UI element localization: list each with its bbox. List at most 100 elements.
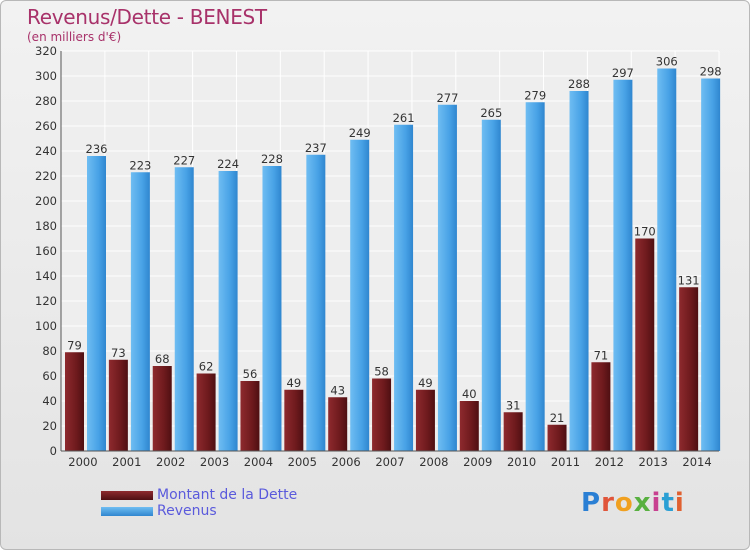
y-tick-label: 0 (50, 444, 57, 458)
revenue-value-label: 298 (700, 65, 722, 79)
y-tick-label: 240 (35, 144, 57, 158)
revenue-bar (218, 171, 238, 451)
debt-bar (328, 397, 348, 451)
chart-title: Revenus/Dette - BENEST (27, 5, 267, 29)
y-tick-label: 260 (35, 119, 57, 133)
legend-label-debt: Montant de la Dette (157, 487, 298, 503)
debt-value-label: 68 (155, 352, 170, 366)
revenue-bar (130, 172, 150, 451)
debt-value-label: 49 (418, 376, 433, 390)
revenue-bar (394, 124, 414, 451)
legend-label-revenue: Revenus (157, 503, 217, 519)
axes: 0 20 40 60 80 100 120 140 160 180 200 220 240 260 280 3… (35, 44, 719, 469)
revenue-value-label: 277 (436, 91, 458, 105)
legend-swatch-revenue (101, 507, 153, 516)
debt-bar (372, 378, 392, 451)
debt-value-label: 131 (678, 273, 700, 287)
revenue-value-label: 227 (173, 153, 195, 167)
revenue-bar (174, 167, 194, 451)
debt-value-label: 21 (550, 411, 565, 425)
chart-subtitle: (en milliers d'€) (27, 30, 122, 44)
debt-bar (65, 352, 84, 451)
debt-value-label: 56 (243, 367, 258, 381)
bars (65, 68, 721, 451)
debt-value-label: 58 (374, 365, 389, 379)
debt-value-label: 170 (634, 225, 656, 239)
y-tick-label: 60 (42, 369, 57, 383)
revenue-value-label: 228 (261, 152, 283, 166)
debt-bar (415, 389, 435, 451)
x-tick-label: 2001 (112, 455, 141, 469)
debt-value-label: 71 (594, 348, 609, 362)
debt-bar (547, 424, 567, 451)
debt-bar (196, 373, 216, 451)
x-tick-label: 2000 (68, 455, 97, 469)
y-tick-label: 280 (35, 94, 57, 108)
revenue-value-label: 306 (656, 55, 678, 69)
debt-bar (108, 359, 128, 451)
x-tick-label: 2007 (375, 455, 404, 469)
data-labels: 79 236 73 223 68 227 62 224 56 228 49 237 43 249 58 261… (67, 55, 721, 425)
revenue-bar (525, 102, 545, 451)
debt-bar (679, 287, 699, 451)
debt-value-label: 43 (330, 383, 345, 397)
revenue-value-label: 249 (349, 126, 371, 140)
x-tick-label: 2002 (156, 455, 185, 469)
y-tick-label: 120 (35, 294, 57, 308)
debt-bar (591, 362, 611, 451)
revenue-bar (437, 104, 457, 451)
revenue-value-label: 223 (129, 158, 151, 172)
x-tick-label: 2013 (639, 455, 668, 469)
y-tick-label: 20 (42, 419, 57, 433)
debt-bar (284, 389, 304, 451)
debt-value-label: 40 (462, 387, 477, 401)
y-tick-label: 200 (35, 194, 57, 208)
x-tick-label: 2006 (331, 455, 360, 469)
x-tick-label: 2009 (463, 455, 492, 469)
revenue-value-label: 236 (86, 142, 108, 156)
x-tick-label: 2012 (595, 455, 624, 469)
x-tick-label: 2005 (288, 455, 317, 469)
y-tick-label: 40 (42, 394, 57, 408)
debt-bar (240, 381, 260, 451)
x-tick-label: 2010 (507, 455, 536, 469)
y-tick-label: 320 (35, 44, 57, 58)
debt-bar (503, 412, 523, 451)
debt-value-label: 49 (287, 376, 302, 390)
x-tick-label: 2011 (551, 455, 580, 469)
debt-value-label: 31 (506, 398, 521, 412)
proxiti-logo: Proxiti (581, 488, 685, 518)
y-tick-label: 160 (35, 244, 57, 258)
revenue-bar (262, 166, 282, 451)
y-tick-label: 300 (35, 69, 57, 83)
revenue-value-label: 279 (524, 88, 546, 102)
revenue-value-label: 265 (480, 106, 502, 120)
debt-bar (635, 238, 655, 451)
revenue-bar (657, 68, 677, 451)
x-tick-label: 2014 (682, 455, 711, 469)
y-tick-label: 100 (35, 319, 57, 333)
revenue-bar (350, 139, 370, 451)
debt-value-label: 79 (67, 338, 82, 352)
x-tick-label: 2003 (200, 455, 229, 469)
debt-value-label: 62 (199, 360, 214, 374)
revenue-bar (613, 79, 633, 451)
revenue-value-label: 237 (305, 141, 327, 155)
revenue-bar (569, 91, 589, 451)
revenue-bar (701, 78, 721, 451)
x-tick-label: 2004 (244, 455, 273, 469)
y-tick-label: 220 (35, 169, 57, 183)
debt-bar (459, 401, 479, 451)
legend-swatch-debt (101, 491, 153, 500)
revenue-bar (87, 156, 106, 451)
revenue-bar (306, 154, 326, 451)
debt-bar (152, 366, 172, 451)
y-tick-label: 180 (35, 219, 57, 233)
revenue-value-label: 261 (393, 111, 415, 125)
y-tick-label: 140 (35, 269, 57, 283)
debt-value-label: 73 (111, 346, 126, 360)
revenue-bar (481, 119, 501, 451)
revenue-value-label: 297 (612, 66, 634, 80)
